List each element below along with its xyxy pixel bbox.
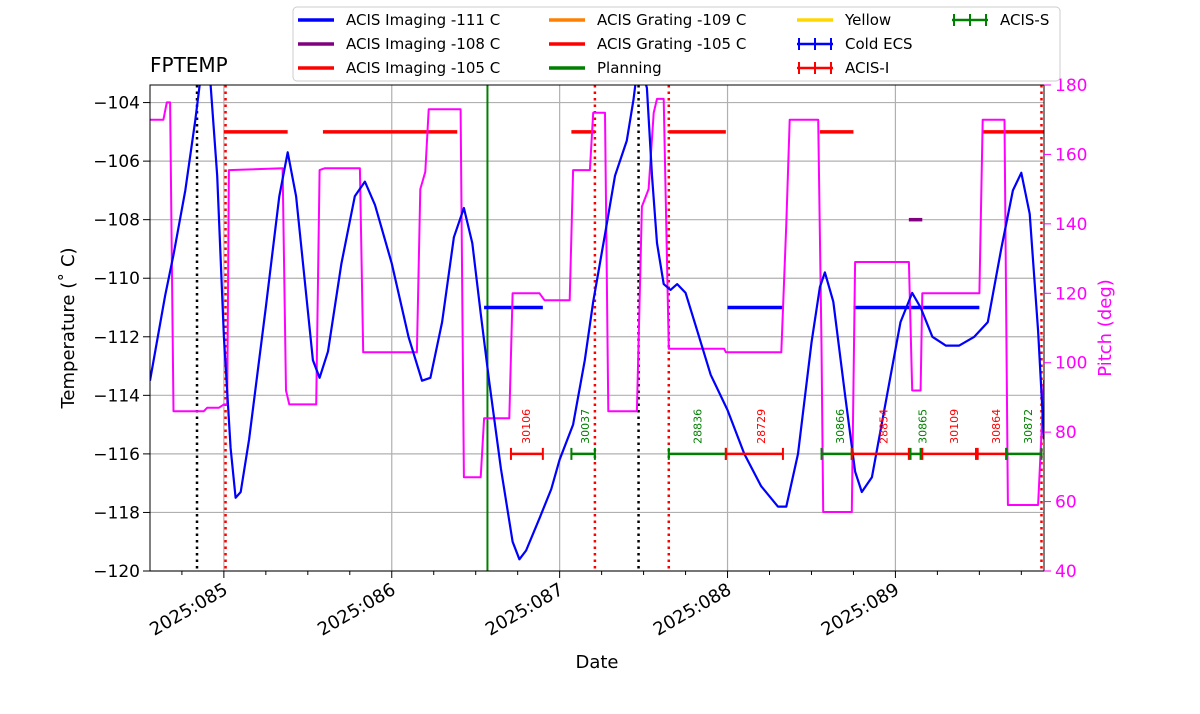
obs-label: 28854	[878, 409, 891, 444]
obs-label: 30106	[520, 409, 533, 444]
y-tick-label: −120	[93, 562, 140, 582]
legend-frame	[292, 6, 1061, 82]
x-tick-label: 2025:087	[482, 579, 567, 640]
y-tick-label: −106	[93, 152, 140, 172]
x-axis: 2025:085 2025:086 2025:087 2025:088 2025:089	[146, 571, 1022, 640]
y-axis-label: Temperature (˚ C)	[58, 247, 79, 409]
x-tick-label: 2025:089	[818, 579, 903, 640]
chart-title: FPTEMP	[150, 53, 228, 77]
y2-tick-label: 100	[1055, 354, 1087, 374]
x-tick-label: 2025:086	[314, 579, 399, 640]
legend-label: ACIS Grating -109 C	[597, 11, 746, 29]
x-tick-label: 2025:088	[650, 579, 735, 640]
x-tick-label: 2025:085	[146, 579, 231, 640]
obs-label: 30037	[579, 409, 592, 444]
legend-label: ACIS Imaging -111 C	[346, 11, 500, 29]
series-layer: 30106 30037 28836 28729 30866 28854 30865 30109…	[150, 85, 1044, 571]
y-tick-label: −116	[93, 445, 140, 465]
obs-label: 30865	[916, 409, 929, 444]
obs-label: 30872	[1022, 409, 1035, 444]
legend-label: ACIS Grating -105 C	[597, 35, 746, 53]
y-axis-left: −104 −106 −108 −110 −112 −114 −116 −118 −120	[93, 94, 150, 582]
y2-axis-label: Pitch (deg)	[1095, 279, 1116, 377]
y2-tick-label: 160	[1055, 145, 1087, 165]
legend-label: ACIS-S	[1000, 11, 1049, 29]
y-tick-label: −112	[93, 328, 140, 348]
obs-label: 28836	[691, 409, 704, 444]
y2-tick-label: 120	[1055, 284, 1087, 304]
plot-area-frame	[149, 84, 1045, 572]
y2-tick-label: 140	[1055, 215, 1087, 235]
obs-label: 30109	[948, 409, 961, 444]
obs-label: 30866	[834, 409, 847, 444]
y2-tick-label: 40	[1055, 562, 1077, 582]
y-axis-right: 180 160 140 120 100 80 60 40	[1044, 76, 1087, 582]
legend-label: Cold ECS	[845, 35, 913, 53]
obs-label: 30864	[990, 409, 1003, 444]
pitch-line	[150, 97, 1044, 513]
legend-label: ACIS-I	[845, 59, 889, 77]
y2-tick-label: 60	[1055, 493, 1077, 513]
legend-label: ACIS Imaging -105 C	[346, 59, 500, 77]
obs-label: 28729	[755, 409, 768, 444]
x-axis-label: Date	[575, 652, 618, 673]
legend: ACIS Imaging -111 C ACIS Imaging -108 C AC…	[292, 6, 1061, 82]
y-tick-label: −108	[93, 211, 140, 231]
y-tick-label: −118	[93, 503, 140, 523]
legend-label: Planning	[597, 59, 662, 77]
y-tick-label: −104	[93, 94, 140, 114]
temperature-line	[150, 85, 1044, 561]
y2-tick-label: 80	[1055, 423, 1077, 443]
legend-label: ACIS Imaging -108 C	[346, 35, 500, 53]
y2-tick-label: 180	[1055, 76, 1087, 96]
y-tick-label: −114	[93, 386, 140, 406]
legend-label: Yellow	[844, 11, 891, 29]
y-tick-label: −110	[93, 269, 140, 289]
